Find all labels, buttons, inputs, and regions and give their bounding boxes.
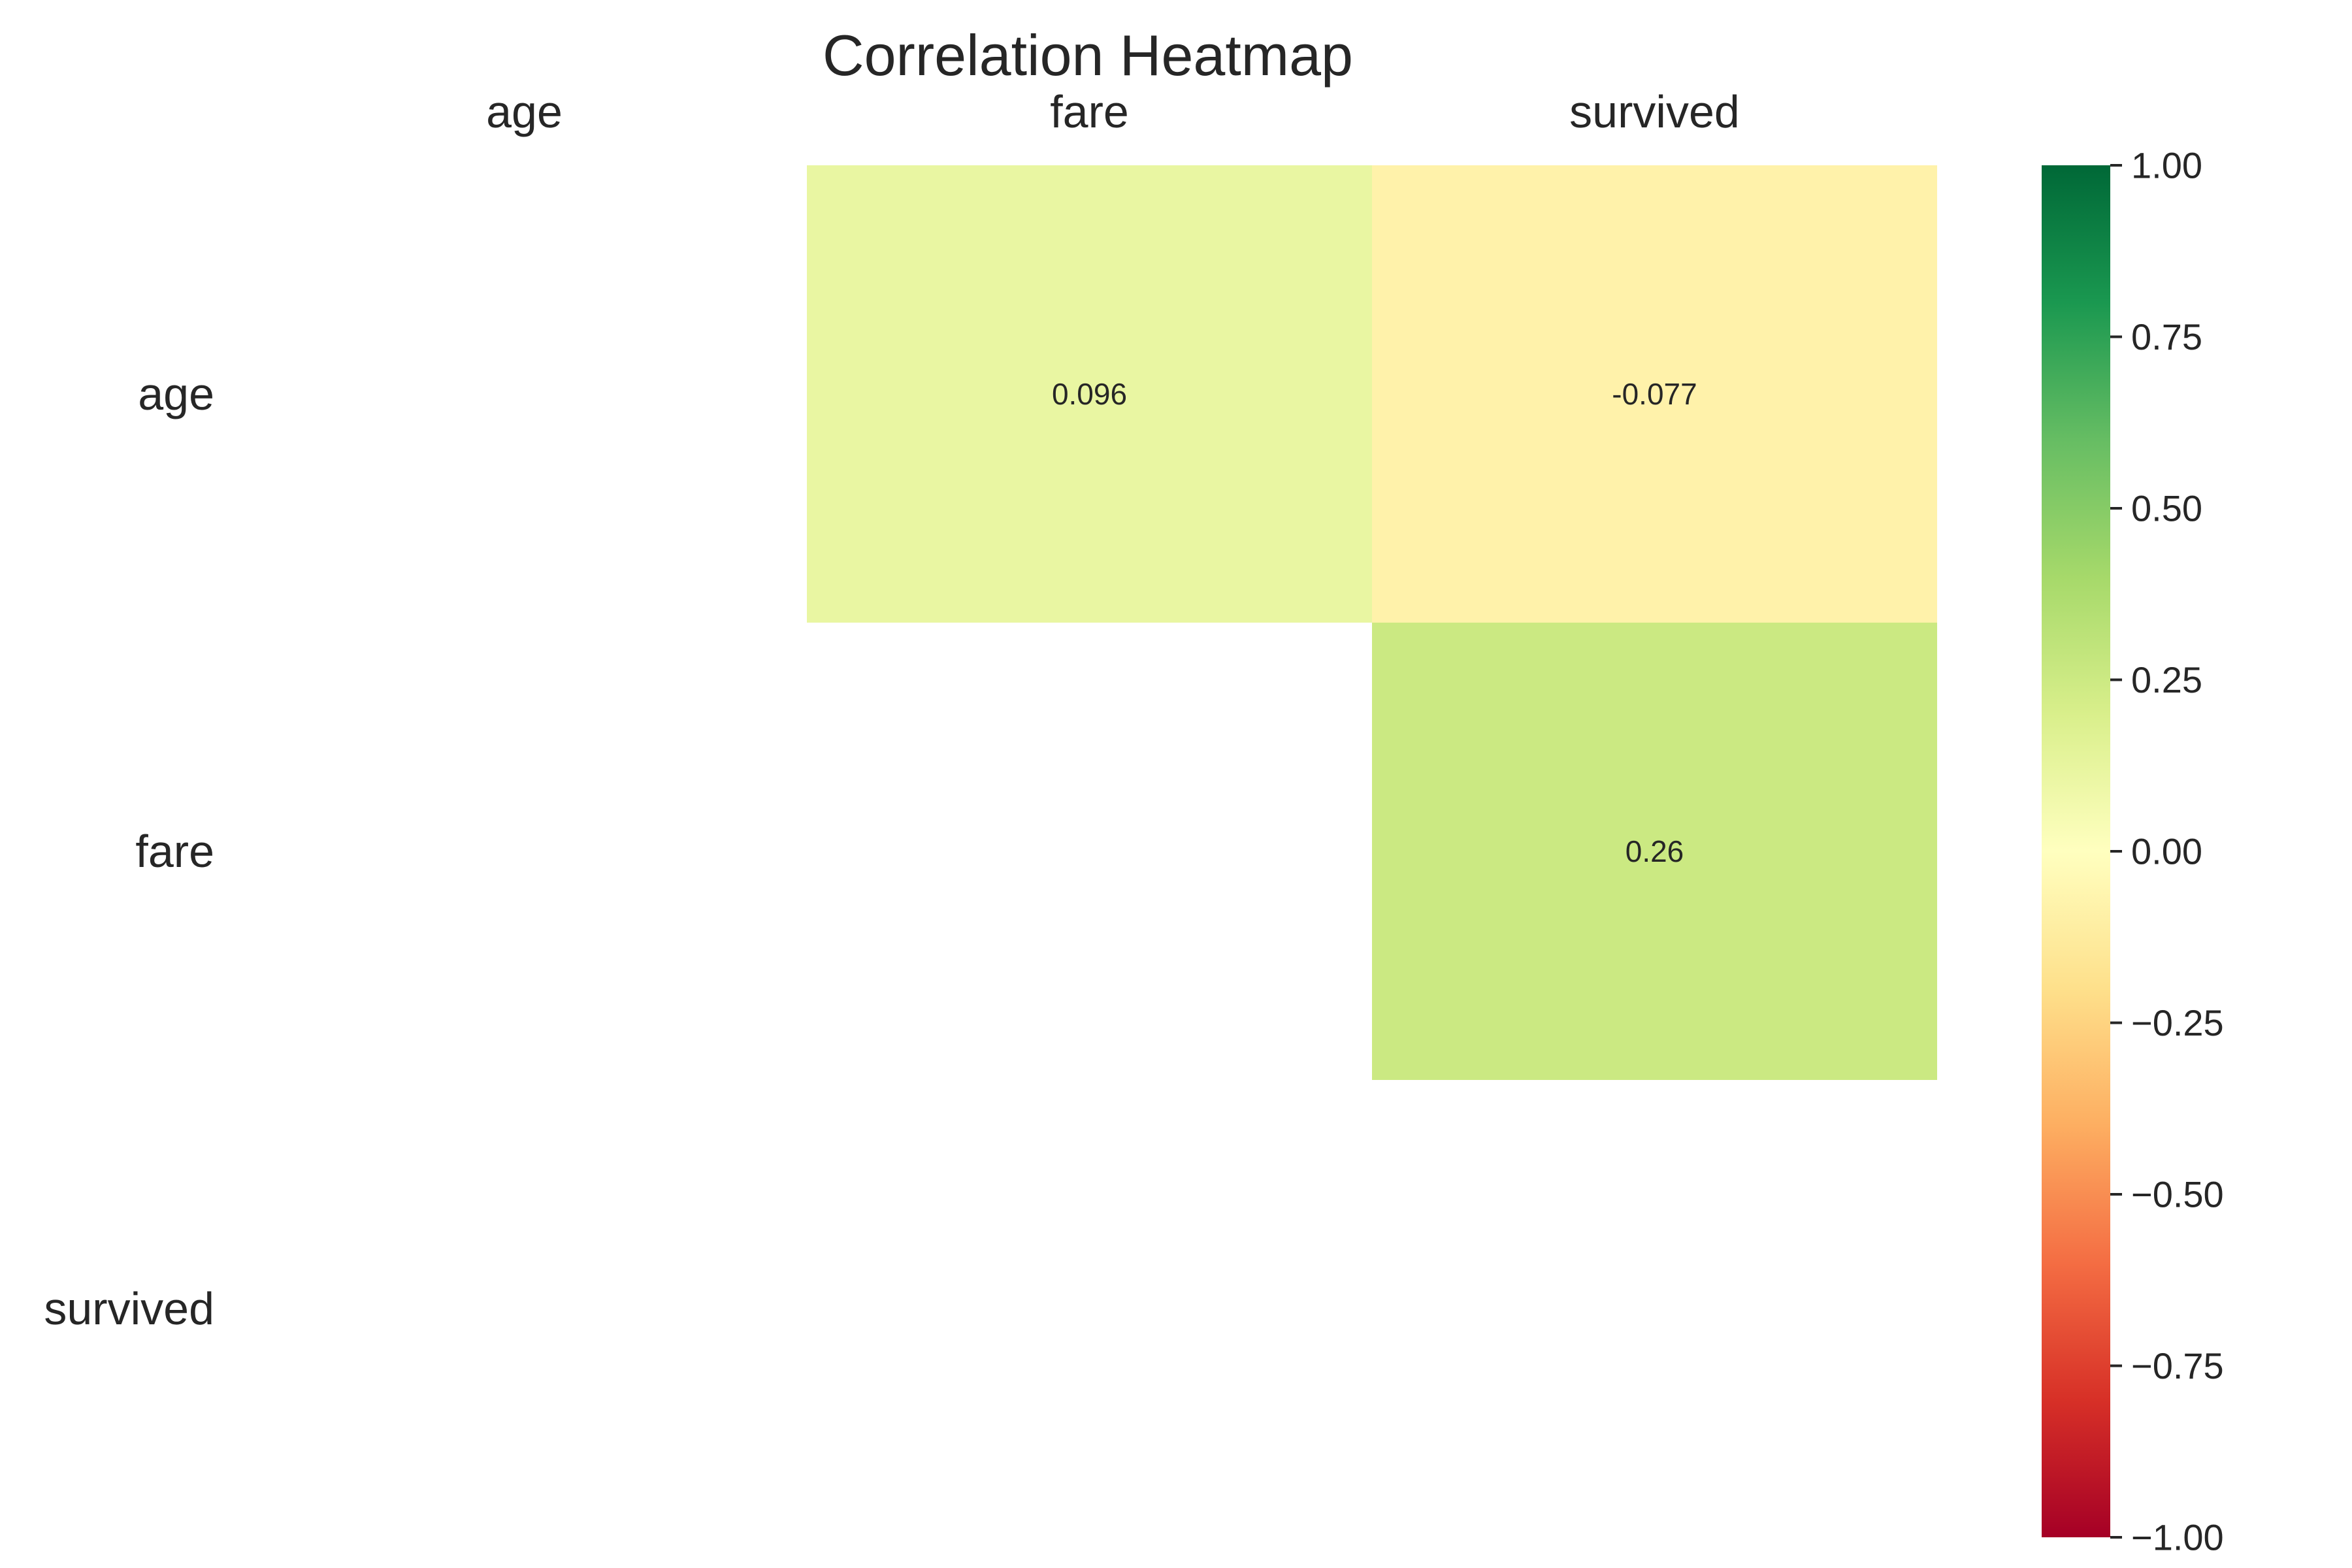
y-label-age: age bbox=[138, 368, 214, 419]
colorbar-tick-label: −1.00 bbox=[2131, 1517, 2224, 1558]
y-label-fare: fare bbox=[135, 826, 214, 877]
cell-value-fare-survived: 0.26 bbox=[1625, 834, 1684, 868]
heatmap-cell-age-survived bbox=[1372, 165, 1937, 623]
colorbar-tick-label: 0.25 bbox=[2131, 659, 2202, 700]
colorbar-tick-label: −0.75 bbox=[2131, 1345, 2224, 1386]
heatmap-cell-age-fare bbox=[807, 165, 1372, 623]
x-label-age: age bbox=[486, 86, 563, 137]
colorbar-tick-label: −0.50 bbox=[2131, 1174, 2224, 1215]
colorbar-tick-label: 0.50 bbox=[2131, 488, 2202, 529]
x-axis-labels: age fare survived bbox=[486, 86, 1740, 137]
cell-value-age-survived: -0.077 bbox=[1612, 377, 1697, 411]
heatmap-cell-fare-survived bbox=[1372, 623, 1937, 1080]
colorbar-tick-label: 0.75 bbox=[2131, 316, 2202, 357]
x-label-fare: fare bbox=[1050, 86, 1129, 137]
colorbar: 1.00 0.75 0.50 0.25 0.00 −0.25 −0.50 −0.75 −1.00 bbox=[2042, 145, 2224, 1558]
cell-value-age-fare: 0.096 bbox=[1052, 377, 1127, 411]
y-axis-labels: age fare survived bbox=[44, 368, 214, 1334]
colorbar-tick-label: 1.00 bbox=[2131, 145, 2202, 186]
chart-title: Correlation Heatmap bbox=[823, 23, 1353, 88]
colorbar-gradient bbox=[2042, 165, 2110, 1537]
colorbar-tick-label: −0.25 bbox=[2131, 1002, 2224, 1043]
x-label-survived: survived bbox=[1569, 86, 1740, 137]
colorbar-tick-label: 0.00 bbox=[2131, 831, 2202, 872]
y-label-survived: survived bbox=[44, 1283, 214, 1334]
heatmap-cells: 0.096 -0.077 0.26 bbox=[807, 165, 1937, 1080]
